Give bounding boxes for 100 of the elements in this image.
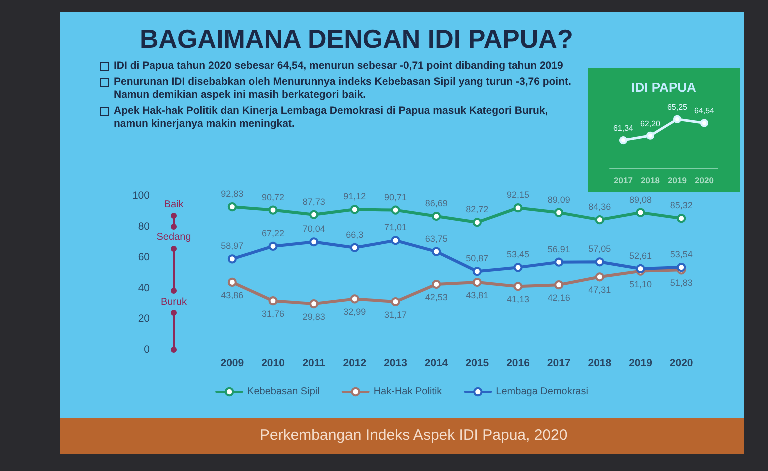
- data-label: 41,13: [506, 294, 530, 305]
- x-tick-label: 2018: [588, 358, 612, 370]
- data-label: 61,34: [613, 124, 634, 134]
- point: [514, 263, 523, 272]
- text: BAGAIMANA DENGAN IDI PAPUA?: [140, 24, 574, 55]
- point: [350, 205, 360, 214]
- point: [554, 208, 564, 218]
- point: [620, 136, 628, 145]
- point: [514, 282, 523, 292]
- point: [636, 264, 646, 274]
- x-tick-label: 2020: [695, 176, 714, 186]
- point: [472, 267, 482, 276]
- point: [228, 278, 237, 287]
- point: [310, 238, 319, 247]
- x-tick-label: 2010: [262, 358, 286, 370]
- point: [595, 272, 604, 282]
- x-tick-label: 2019: [668, 176, 688, 186]
- point: [391, 206, 400, 215]
- point: [595, 258, 604, 267]
- data-label: 67,22: [262, 228, 285, 238]
- point: [268, 206, 278, 215]
- text: Baik: [164, 200, 185, 211]
- data-label: 31,17: [384, 310, 408, 320]
- point: [677, 263, 686, 272]
- text: Sedang: [156, 232, 192, 244]
- data-label: 89,09: [548, 194, 570, 205]
- point: [514, 204, 523, 213]
- point: [268, 296, 278, 306]
- point: [391, 236, 400, 246]
- data-label: 64,54: [694, 106, 716, 116]
- point: [310, 210, 319, 220]
- data-label: 53,54: [670, 250, 693, 260]
- text: IDI di Papua tahun 2020 sebesar 64,54, menurun sebesar -0,71 point dibanding tahun 2019: [113, 60, 564, 73]
- x-tick-label: 2013: [384, 358, 408, 370]
- data-label: 47,31: [588, 285, 612, 296]
- data-label: 87,73: [302, 196, 326, 207]
- data-label: 66,3: [346, 230, 364, 240]
- data-label: 90,71: [384, 192, 408, 202]
- point: [310, 300, 319, 309]
- point: [228, 202, 237, 212]
- x-tick-label: 2018: [641, 176, 660, 186]
- point: [268, 242, 278, 251]
- data-label: 31,76: [262, 309, 285, 320]
- x-tick-label: 2017: [614, 176, 634, 186]
- point: [674, 115, 682, 124]
- x-tick-label: 2012: [343, 358, 367, 370]
- y-tick-label: 40: [138, 282, 150, 294]
- legend-label: Kebebasan Sipil: [248, 386, 320, 398]
- point: [391, 298, 400, 306]
- text: Buruk: [160, 296, 188, 308]
- data-label: 43,86: [221, 290, 244, 300]
- legend-label: Lembaga Demokrasi: [496, 386, 588, 398]
- data-label: 32,99: [344, 307, 366, 318]
- legend-label: Hak-Hak Politik: [374, 386, 444, 398]
- data-label: 58,97: [221, 241, 244, 252]
- x-tick-label: 2020: [670, 358, 694, 370]
- data-label: 63,75: [425, 234, 448, 244]
- point: [350, 243, 360, 252]
- text: Perkembangan Indeks Aspek IDI Papua, 2020: [260, 427, 568, 444]
- y-tick-label: 0: [144, 344, 150, 356]
- data-label: 51,10: [629, 279, 652, 290]
- data-label: 86,69: [425, 198, 448, 208]
- data-label: 90,72: [262, 192, 285, 202]
- data-label: 91,12: [344, 192, 366, 202]
- data-label: 42,16: [548, 293, 570, 304]
- x-tick-label: 2015: [466, 358, 490, 370]
- data-label: 56,91: [548, 244, 570, 254]
- point: [646, 132, 654, 140]
- point: [432, 212, 442, 221]
- y-tick-label: 100: [132, 190, 150, 202]
- data-label: 51,83: [670, 278, 693, 288]
- point: [554, 280, 564, 290]
- x-tick-label: 2014: [424, 358, 448, 370]
- point: [350, 294, 360, 304]
- chart-title: IDI PAPUA: [632, 80, 697, 95]
- data-label: 70,04: [302, 224, 326, 234]
- point: [472, 218, 482, 228]
- data-label: 42,53: [425, 292, 448, 303]
- y-tick-label: 80: [138, 220, 150, 233]
- x-tick-label: 2019: [629, 358, 653, 370]
- data-label: 92,15: [506, 190, 530, 200]
- point: [554, 258, 564, 267]
- data-label: 43,81: [466, 290, 489, 301]
- data-label: 71,01: [384, 222, 408, 233]
- data-label: 92,83: [221, 189, 244, 200]
- point: [700, 119, 708, 128]
- text: Penurunan IDI disebabkan oleh Menurunnya indeks Kebebasan Sipil yang turun -3,76 point. Namun demikian aspek ini masih berkategori baik.: [113, 76, 572, 102]
- data-label: 29,83: [302, 312, 326, 322]
- point: [595, 216, 604, 225]
- x-tick-label: 2016: [506, 358, 530, 370]
- point: [432, 247, 442, 256]
- y-tick-label: 60: [138, 252, 150, 264]
- data-label: 53,45: [506, 250, 530, 260]
- x-tick-label: 2011: [302, 358, 326, 370]
- data-label: 62,20: [640, 119, 662, 128]
- data-label: 84,36: [588, 202, 612, 212]
- x-tick-label: 2009: [220, 358, 244, 370]
- data-label: 89,08: [629, 194, 652, 205]
- data-label: 57,05: [588, 244, 612, 254]
- text: Apek Hak-hak Politik dan Kinerja Lembaga Demokrasi di Papua masuk Kategori Buruk, namun kinerjanya makin meningkat.: [113, 105, 550, 131]
